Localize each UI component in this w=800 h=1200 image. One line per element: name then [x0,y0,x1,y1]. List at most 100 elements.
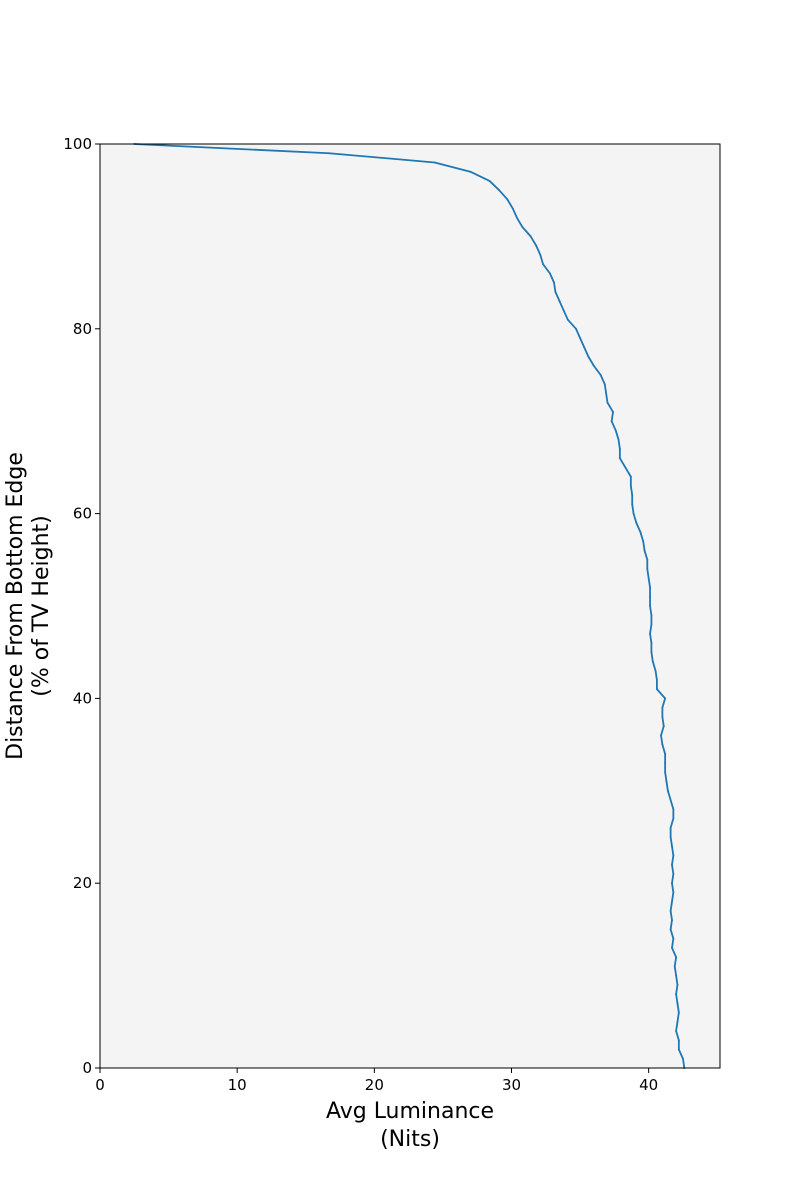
data-point [669,826,672,829]
data-point [661,743,664,746]
data-point [617,438,620,441]
data-point [566,318,569,321]
data-point [549,272,551,275]
data-point [575,327,577,330]
data-point [672,891,675,894]
data-point [675,993,678,995]
data-point [498,189,501,192]
y-tick-label: 0 [82,1059,92,1077]
data-point [676,983,679,986]
data-point [529,235,532,238]
data-point [664,762,667,764]
x-tick-label: 10 [228,1076,247,1094]
data-point [649,595,651,598]
data-point [664,752,667,755]
data-point [664,697,667,700]
x-tick-label: 30 [502,1076,521,1094]
data-point [669,928,672,931]
data-point [539,253,542,256]
data-point [649,586,651,589]
data-point [583,346,586,349]
data-point [654,669,657,672]
data-point [646,568,649,570]
data-point [669,799,672,801]
data-point [651,660,654,663]
data-point [662,725,665,728]
data-point [664,771,667,774]
data-point [603,383,606,386]
data-point [488,180,491,182]
data-point [671,919,673,922]
data-point [669,910,672,912]
data-point [675,1030,678,1032]
data-point [676,1020,679,1023]
data-point [554,290,557,293]
data-point [506,198,509,201]
data-point [672,937,675,940]
x-tick-label: 40 [639,1076,658,1094]
data-point [673,965,676,968]
x-axis-title-line1: Avg Luminance [326,1099,494,1124]
data-point [521,226,524,229]
data-point [671,882,673,885]
data-point [650,623,653,626]
y-axis-title-line1: Distance From Bottom Edge [3,452,28,760]
data-point [672,873,675,875]
data-point [671,900,673,903]
data-point [675,974,678,977]
data-point [631,503,634,506]
data-point [671,946,673,949]
data-point [665,780,668,783]
data-point [632,512,635,515]
data-point [649,605,651,607]
data-point [542,263,544,266]
data-point [676,1002,679,1005]
x-axis-title-line2: (Nits) [380,1127,440,1152]
y-tick-label: 100 [63,135,92,153]
data-point [660,734,662,737]
data-point [669,836,672,838]
data-point [535,244,538,247]
data-point [672,817,675,820]
data-point [647,577,650,580]
y-axis-title-line2: (% of TV Height) [29,515,54,696]
data-point [661,715,664,718]
data-point [612,411,614,413]
data-point [562,309,565,312]
data-point [656,679,658,681]
data-point [587,355,590,358]
data-point [558,300,561,302]
data-point [656,688,658,691]
data-point [643,549,646,552]
data-point [618,457,621,460]
data-point [677,1011,680,1014]
data-point [635,521,638,524]
y-tick-label: 40 [73,689,92,707]
data-point [599,374,602,376]
data-point [511,207,514,210]
data-point [650,651,653,654]
data-point [614,429,617,432]
data-point [553,281,555,284]
data-point [650,614,653,617]
data-point [605,392,608,395]
data-point [642,540,645,543]
plot-area-background [100,144,720,1068]
plot-frame [99,143,721,1069]
data-point [675,956,678,959]
data-point [629,475,632,478]
y-tick-label: 80 [73,320,92,338]
data-point [469,170,472,173]
axis-ticks: 0 10 20 30 40 0 20 40 60 80 100 [63,135,658,1094]
data-point [606,401,609,404]
x-tick-label: 20 [365,1076,384,1094]
data-point [639,531,642,533]
data-point [629,484,632,487]
data-point [624,466,627,469]
data-point [677,1048,680,1051]
data-point [671,863,673,866]
data-point [516,217,518,219]
data-point [677,1039,680,1042]
data-point [592,364,595,367]
